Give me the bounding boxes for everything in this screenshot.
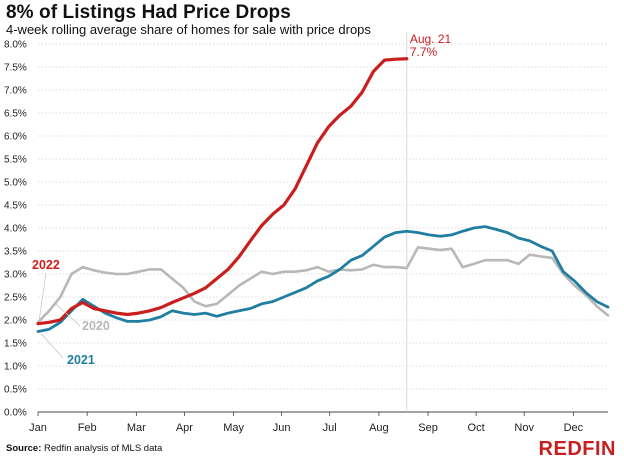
- page-subtitle: 4-week rolling average share of homes fo…: [6, 22, 371, 37]
- y-tick-label: 2.0%: [4, 316, 27, 327]
- series-line-2021: [36, 225, 610, 333]
- y-tick-label: 7.5%: [4, 63, 27, 74]
- leader-line-2022: [38, 272, 47, 322]
- annotation-value-label: 7.7%: [410, 45, 438, 59]
- x-axis: Jan Feb Mar Apr May Jun Jul Aug Sep Oct Nov Dec: [29, 412, 584, 434]
- y-tick-label: 5.5%: [4, 155, 27, 166]
- x-tick-label: Nov: [514, 422, 534, 434]
- x-tick-label: May: [223, 422, 244, 434]
- x-tick-label: Jan: [29, 422, 47, 434]
- y-tick-label: 5.0%: [4, 178, 27, 189]
- series-label-2022: 2022: [32, 258, 60, 272]
- source-label: Source:: [6, 443, 42, 454]
- y-tick-label: 7.0%: [4, 86, 27, 97]
- y-axis: 0.0% 0.5% 1.0% 1.5% 2.0% 2.5% 3.0% 3.5% 4.0% 4.5%…: [4, 40, 27, 419]
- x-tick-label: Aug: [369, 422, 389, 434]
- y-tick-label: 2.5%: [4, 293, 27, 304]
- series-lines: [36, 57, 610, 333]
- x-tick-label: Dec: [564, 422, 584, 434]
- y-tick-label: 3.5%: [4, 247, 27, 258]
- y-tick-label: 3.0%: [4, 270, 27, 281]
- leader-line-2020: [55, 303, 81, 327]
- redfin-logo: REDFIN: [538, 438, 616, 460]
- annotation-date-label: Aug. 21: [410, 32, 452, 46]
- y-tick-label: 4.0%: [4, 224, 27, 235]
- leader-line-2021: [41, 333, 64, 359]
- y-tick-label: 1.0%: [4, 362, 27, 373]
- y-tick-label: 4.5%: [4, 201, 27, 212]
- x-tick-label: Jul: [323, 422, 337, 434]
- x-tick-label: Oct: [468, 422, 485, 434]
- x-tick-label: Apr: [176, 422, 193, 434]
- source-text: Redfin analysis of MLS data: [41, 443, 163, 454]
- x-tick-label: Jun: [273, 422, 291, 434]
- y-tick-label: 8.0%: [4, 40, 27, 51]
- x-tick-label: Mar: [127, 422, 146, 434]
- grid-lines: [38, 43, 608, 413]
- page-title: 8% of Listings Had Price Drops: [6, 2, 291, 23]
- y-tick-label: 0.5%: [4, 385, 27, 396]
- x-tick-label: Sep: [418, 422, 438, 434]
- source-note: Source: Redfin analysis of MLS data: [6, 443, 162, 454]
- series-line-2020: [36, 246, 610, 324]
- y-tick-label: 1.5%: [4, 339, 27, 350]
- y-tick-label: 6.0%: [4, 132, 27, 143]
- annotation-group: Aug. 217.7%: [406, 31, 452, 412]
- series-label-2020: 2020: [82, 319, 110, 333]
- series-labels: 2022 2020 2021: [32, 258, 110, 367]
- y-tick-label: 6.5%: [4, 109, 27, 120]
- x-tick-label: Feb: [78, 422, 97, 434]
- series-line-2022: [36, 57, 409, 326]
- y-tick-label: 0.0%: [4, 408, 27, 419]
- series-label-2021: 2021: [67, 353, 95, 367]
